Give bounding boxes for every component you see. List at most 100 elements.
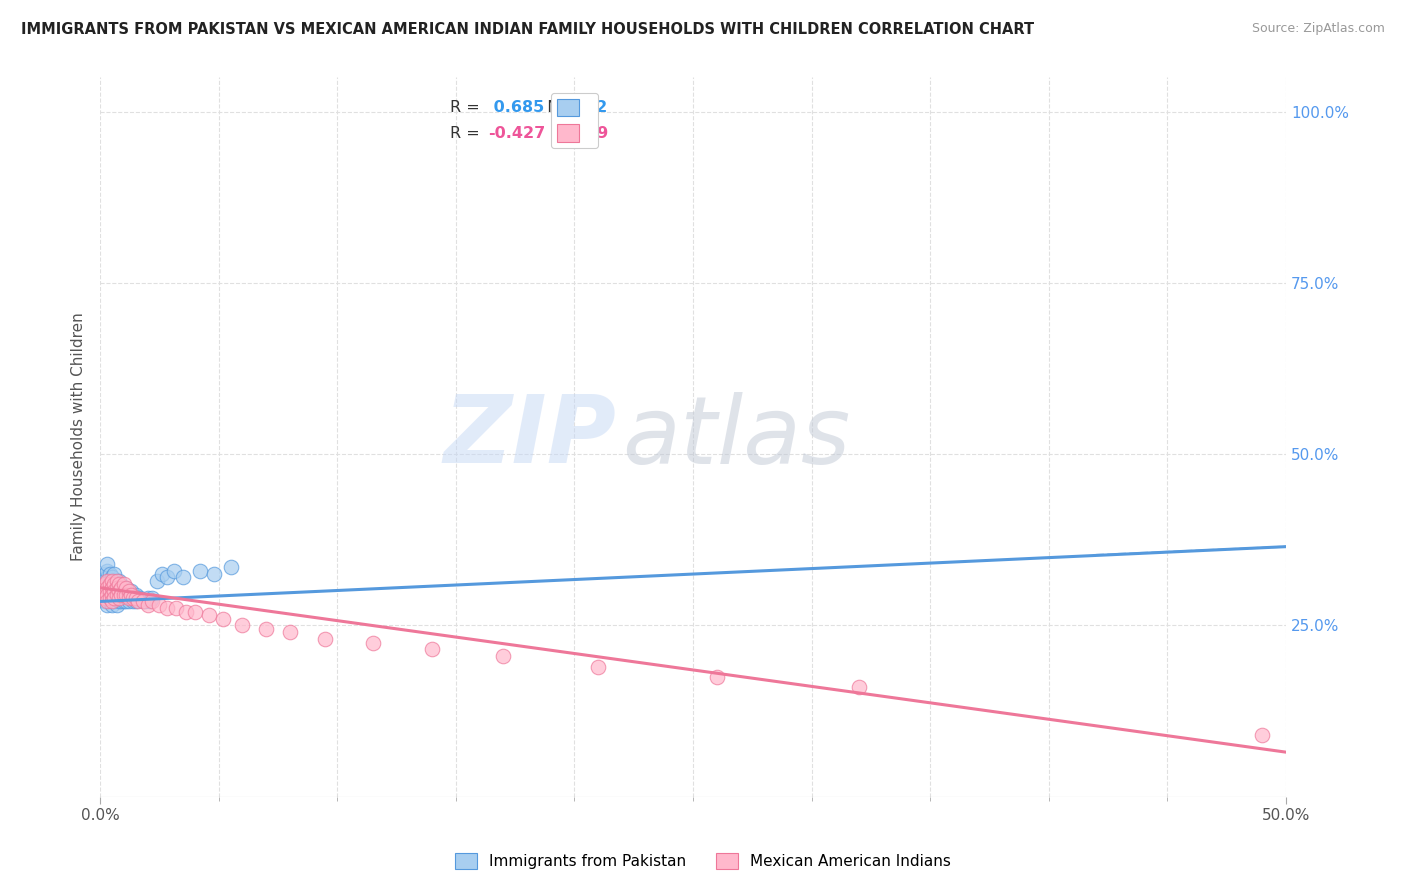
Point xyxy=(108,594,131,608)
Point xyxy=(110,581,132,595)
Text: ZIP: ZIP xyxy=(443,391,616,483)
Point xyxy=(127,594,149,608)
Point xyxy=(120,588,142,602)
Point xyxy=(314,632,336,647)
Text: 0.685: 0.685 xyxy=(488,100,544,115)
Point xyxy=(127,591,149,605)
Point xyxy=(98,594,121,608)
Point xyxy=(110,594,132,608)
Point xyxy=(91,574,114,588)
Point xyxy=(108,591,131,605)
Text: IMMIGRANTS FROM PAKISTAN VS MEXICAN AMERICAN INDIAN FAMILY HOUSEHOLDS WITH CHILD: IMMIGRANTS FROM PAKISTAN VS MEXICAN AMER… xyxy=(21,22,1035,37)
Point xyxy=(125,591,148,605)
Point xyxy=(91,588,114,602)
Point xyxy=(94,570,117,584)
Point xyxy=(96,570,118,584)
Point xyxy=(136,591,159,605)
Point xyxy=(132,594,155,608)
Point xyxy=(141,594,163,608)
Point xyxy=(103,577,125,591)
Point xyxy=(101,594,124,608)
Point xyxy=(101,591,124,605)
Point xyxy=(112,588,135,602)
Point xyxy=(706,670,728,684)
Point xyxy=(103,574,125,588)
Point xyxy=(94,581,117,595)
Point xyxy=(108,584,131,599)
Point xyxy=(94,574,117,588)
Point xyxy=(112,577,135,591)
Point xyxy=(146,574,169,588)
Point xyxy=(96,557,118,571)
Point xyxy=(98,584,121,599)
Point xyxy=(103,581,125,595)
Point xyxy=(150,567,173,582)
Point xyxy=(129,591,152,605)
Point xyxy=(94,591,117,605)
Point xyxy=(101,581,124,595)
Point xyxy=(103,567,125,582)
Point xyxy=(96,591,118,605)
Point xyxy=(125,594,148,608)
Text: Source: ZipAtlas.com: Source: ZipAtlas.com xyxy=(1251,22,1385,36)
Point xyxy=(96,564,118,578)
Point xyxy=(101,588,124,602)
Point xyxy=(110,581,132,595)
Text: -0.427: -0.427 xyxy=(488,126,546,141)
Text: 72: 72 xyxy=(586,100,609,115)
Point xyxy=(202,567,225,582)
Point xyxy=(188,564,211,578)
Point xyxy=(212,611,235,625)
Point xyxy=(155,570,177,584)
Point xyxy=(141,591,163,605)
Point xyxy=(120,584,142,599)
Point xyxy=(115,594,138,608)
Text: atlas: atlas xyxy=(621,392,851,483)
Point xyxy=(174,605,197,619)
Point xyxy=(105,577,128,591)
Point xyxy=(231,618,253,632)
Point xyxy=(103,591,125,605)
Point xyxy=(94,584,117,599)
Point xyxy=(115,588,138,602)
Point xyxy=(420,642,443,657)
Point xyxy=(96,594,118,608)
Point xyxy=(117,594,139,608)
Point xyxy=(103,594,125,608)
Text: N =: N = xyxy=(544,126,591,141)
Point xyxy=(105,598,128,612)
Point xyxy=(115,588,138,602)
Point xyxy=(91,581,114,595)
Point xyxy=(94,594,117,608)
Point xyxy=(122,591,145,605)
Point xyxy=(198,608,221,623)
Point xyxy=(115,581,138,595)
Point xyxy=(172,570,194,584)
Point xyxy=(108,574,131,588)
Point xyxy=(1251,728,1274,742)
Point xyxy=(101,598,124,612)
Point xyxy=(132,594,155,608)
Legend: , : , xyxy=(551,93,599,148)
Point xyxy=(96,588,118,602)
Point xyxy=(112,581,135,595)
Point xyxy=(98,591,121,605)
Point xyxy=(125,588,148,602)
Point xyxy=(165,601,187,615)
Point xyxy=(101,584,124,599)
Point xyxy=(136,598,159,612)
Point xyxy=(96,577,118,591)
Point xyxy=(96,581,118,595)
Point xyxy=(148,598,170,612)
Point xyxy=(115,581,138,595)
Point xyxy=(98,577,121,591)
Point xyxy=(219,560,242,574)
Point xyxy=(117,588,139,602)
Point xyxy=(155,601,177,615)
Point xyxy=(94,577,117,591)
Point xyxy=(96,574,118,588)
Legend: Immigrants from Pakistan, Mexican American Indians: Immigrants from Pakistan, Mexican Americ… xyxy=(449,847,957,875)
Point xyxy=(110,588,132,602)
Point xyxy=(112,588,135,602)
Point xyxy=(105,591,128,605)
